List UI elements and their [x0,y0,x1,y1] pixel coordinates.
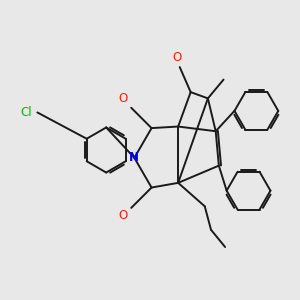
Text: N: N [129,151,140,164]
Text: O: O [118,92,128,105]
Text: O: O [172,51,181,64]
Text: Cl: Cl [20,106,32,119]
Text: O: O [118,209,128,222]
